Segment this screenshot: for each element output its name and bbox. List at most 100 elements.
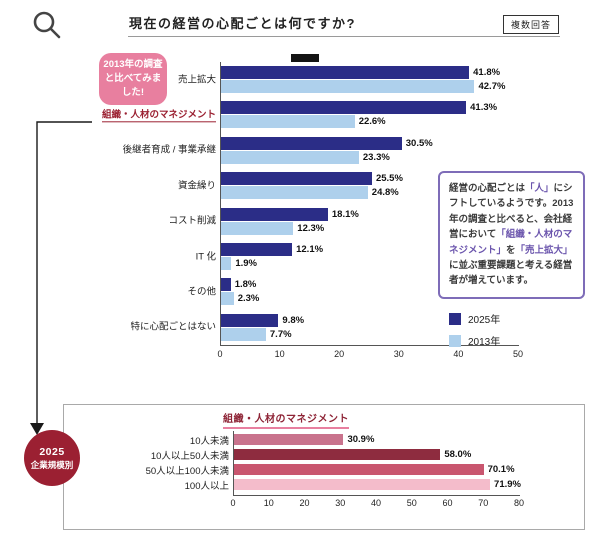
category-label-text: その他 (187, 286, 216, 298)
callout-segment: 経営の心配ごとは (449, 183, 526, 194)
chart-row: IT 化 12.1% 1.9% (90, 239, 518, 274)
bar-2013年 (220, 221, 294, 235)
size-value-label: 58.0% (444, 449, 472, 460)
chart-row: 資金繰り 25.5% 24.8% (90, 168, 518, 203)
category-label-text: 後継者育成 / 事業承継 (122, 144, 216, 156)
category-label: 組織・人材のマネジメント (90, 109, 216, 123)
bar-group: 9.8% 7.7% (220, 313, 518, 341)
axis-tick: 30 (335, 498, 346, 508)
bar-row: 41.8% (220, 66, 518, 79)
size-circle-year: 2025 (39, 445, 65, 458)
value-label: 9.8% (282, 314, 305, 326)
bar-group: 18.1% 12.3% (220, 207, 518, 235)
category-label: 特に心配ごとはない (90, 322, 216, 333)
bar-row: 2.3% (220, 292, 518, 306)
category-label: 資金繰り (90, 180, 216, 191)
size-bar (233, 464, 484, 475)
company-size-circle: 2025 企業規模別 (24, 430, 80, 486)
bar-row: 25.5% (220, 172, 518, 186)
magnifier-icon (33, 11, 61, 39)
insight-callout: 経営の心配ごとは「人」にシフトしているようです。2013年の調査と比べると、会社… (438, 171, 585, 299)
chart-row: 特に心配ごとはない 9.8% 7.7% (90, 310, 518, 345)
size-chart-rows: 10人未満 30.9% 10人以上50人未満 58.0% 50人以上100人未満 70.1… (106, 432, 576, 492)
axis-tick: 50 (512, 349, 524, 359)
axis-tick: 20 (299, 498, 310, 508)
category-label: 後継者育成 / 事業承継 (90, 145, 216, 156)
value-label: 30.5% (405, 137, 433, 149)
value-label: 41.8% (473, 67, 501, 78)
bar-group: 12.1% 1.9% (220, 242, 518, 270)
axis-tick: 50 (406, 498, 417, 508)
bar-2025年 (220, 136, 402, 150)
size-chart-row: 50人以上100人未満 70.1% (106, 462, 576, 477)
bar-2025年 (220, 66, 470, 79)
value-label: 42.7% (478, 81, 506, 92)
bar-group: 30.5% 23.3% (220, 136, 518, 164)
axis-tick: 30 (393, 349, 404, 359)
category-label-text: 組織・人材のマネジメント (101, 109, 216, 123)
size-chart-x-axis (233, 495, 520, 496)
axis-tick: 0 (230, 498, 236, 508)
size-chart-row: 10人未満 30.9% (106, 432, 576, 447)
bar-2013年 (220, 150, 359, 164)
legend-label: 2025年 (468, 315, 501, 326)
callout-segment: を (506, 244, 516, 256)
size-bar (233, 479, 491, 490)
bar-row: 9.8% (220, 313, 518, 327)
main-chart-y-axis (220, 62, 221, 345)
bar-2025年 (220, 278, 231, 292)
legend-label: 2013年 (468, 337, 501, 348)
axis-tick: 80 (513, 498, 525, 508)
size-value-label: 70.1% (487, 464, 515, 475)
axis-tick: 70 (478, 498, 489, 508)
multiple-answer-badge: 複数回答 (503, 15, 560, 34)
value-label: 41.3% (470, 102, 498, 114)
callout-highlight: 「組織・人材のマネジメント」 (449, 229, 573, 256)
bar-2013年 (220, 80, 475, 93)
bar-row: 22.6% (220, 115, 518, 129)
legend-swatch (449, 334, 461, 347)
axis-tick: 0 (217, 349, 223, 359)
bar-row: 12.3% (220, 221, 518, 235)
size-bar (233, 449, 441, 460)
size-chart-box: 組織・人材のマネジメント 10人未満 30.9% 10人以上50人未満 58.0% 50… (63, 404, 585, 530)
category-label-text: コスト削減 (168, 215, 216, 227)
size-chart-row: 10人以上50人未満 58.0% (106, 447, 576, 462)
bar-row: 24.8% (220, 186, 518, 200)
value-label: 1.9% (235, 257, 257, 269)
value-label: 25.5% (375, 173, 403, 185)
callout-highlight: 「売上拡大」 (515, 244, 573, 256)
bar-group: 41.3% 22.6% (220, 101, 518, 129)
value-label: 23.3% (362, 151, 390, 163)
size-bar (233, 434, 344, 445)
bar-2025年 (220, 242, 293, 256)
bar-group: 1.8% 2.3% (220, 278, 518, 306)
bar-row: 18.1% (220, 207, 518, 221)
chart-row: その他 1.8% 2.3% (90, 274, 518, 309)
chart-row: コスト削減 18.1% 12.3% (90, 204, 518, 239)
size-value-label: 30.9% (347, 434, 375, 445)
category-label-text: 特に心配ごとはない (130, 321, 216, 333)
bar-2013年 (220, 186, 368, 200)
bar-row: 23.3% (220, 150, 518, 164)
value-label: 24.8% (371, 187, 399, 199)
category-label: その他 (90, 286, 216, 297)
bar-2025年 (220, 207, 328, 221)
main-chart-ticks: 0 10 20 30 40 50 (217, 349, 523, 361)
size-category-label: 10人未満 (189, 435, 229, 447)
category-label: 売上拡大 (90, 74, 216, 85)
bar-2013年 (220, 115, 355, 129)
category-label-text: 売上拡大 (177, 73, 216, 85)
bar-row: 1.8% (220, 278, 518, 292)
legend-swatch (449, 312, 461, 325)
axis-tick: 10 (274, 349, 285, 359)
size-chart-ticks: 0 10 20 30 40 50 60 70 80 (230, 498, 524, 510)
axis-tick: 20 (334, 349, 345, 359)
size-chart-y-axis (233, 431, 234, 495)
bar-2025年 (220, 313, 279, 327)
bar-row: 41.3% (220, 101, 518, 115)
bar-row: 30.5% (220, 136, 518, 150)
value-label: 12.3% (297, 222, 325, 234)
category-label-text: IT 化 (195, 250, 216, 262)
axis-tick: 60 (442, 498, 453, 508)
